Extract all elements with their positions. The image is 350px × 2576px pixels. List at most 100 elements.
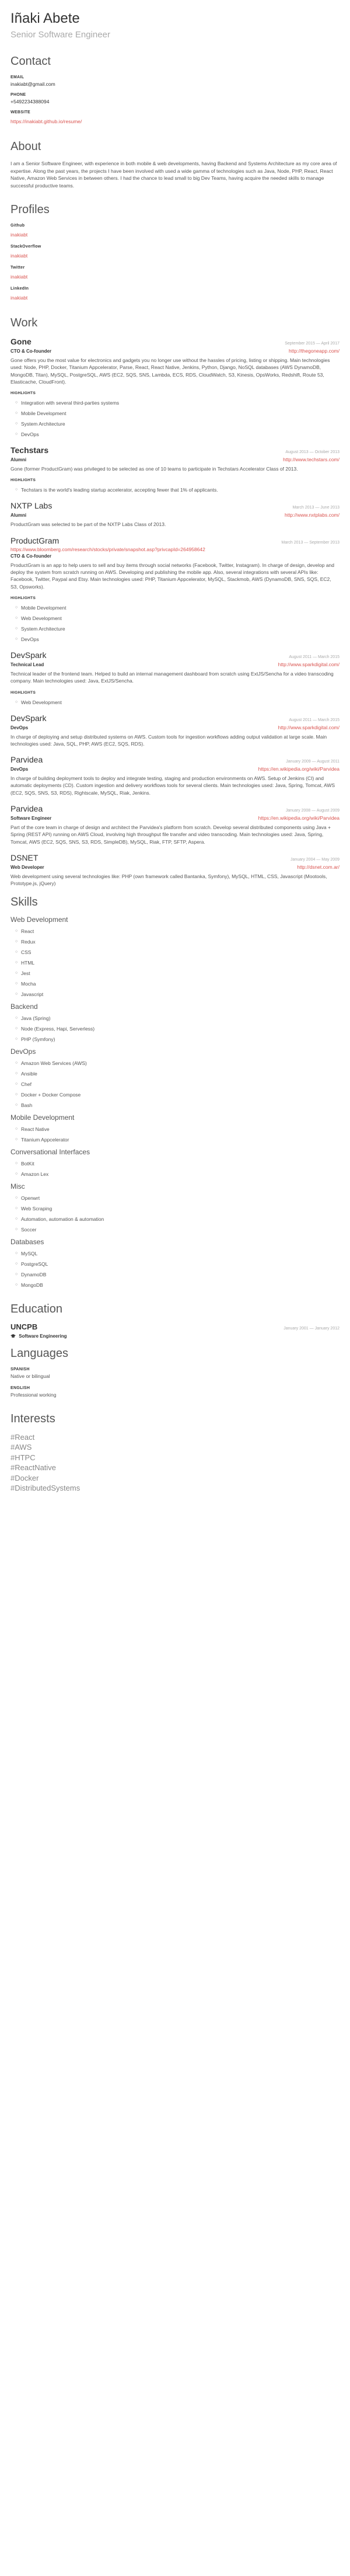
job-url-link[interactable]: https://en.wikipedia.org/wiki/Parvidea xyxy=(258,815,340,821)
language-name: ENGLISH xyxy=(10,1386,30,1390)
job-url-link[interactable]: https://www.bloomberg.com/research/stock… xyxy=(10,546,205,552)
job-url-link[interactable]: http://dsnet.com.ar/ xyxy=(297,864,340,870)
skill-group-name: Databases xyxy=(10,1237,44,1246)
skill-keyword: React Native xyxy=(15,1126,340,1133)
skill-keyword: HTML xyxy=(15,959,340,966)
skill-keyword: Mocha xyxy=(15,980,340,987)
highlight-item: Mobile Development xyxy=(15,604,340,611)
language-item: SPANISH Native or bilingual xyxy=(10,1367,340,1380)
interest-tag: #React xyxy=(10,1432,35,1442)
skill-group-name: DevOps xyxy=(10,1047,36,1056)
skill-keyword: Jest xyxy=(15,970,340,977)
job-position: DevOps xyxy=(10,767,29,772)
highlights-label: HIGHLIGHTS xyxy=(10,391,36,396)
skill-keywords: Openwrt Web Scraping Automation, automat… xyxy=(10,1195,340,1233)
job-url-link[interactable]: https://en.wikipedia.org/wiki/Parvidea xyxy=(258,766,340,772)
job-company: Parvidea xyxy=(10,755,43,765)
job-position: DevOps xyxy=(10,725,29,730)
interests-section: Interests #React #AWS #HTPC #ReactNative… xyxy=(10,1411,340,1494)
skill-group: Misc Openwrt Web Scraping Automation, au… xyxy=(10,1182,340,1233)
skill-keyword: DynamoDB xyxy=(15,1271,340,1278)
job-dates: January 2009 — August 2011 xyxy=(286,760,340,764)
interest-tag: #AWS xyxy=(10,1443,32,1452)
email-label: EMAIL xyxy=(10,75,24,79)
job-company: ProductGram xyxy=(10,535,60,545)
phone-value[interactable]: +5492234388094 xyxy=(10,99,50,105)
skill-keyword: Web Scraping xyxy=(15,1205,340,1212)
highlights-list: Techstars is the world's leading startup… xyxy=(10,486,340,493)
profile-network: Twitter xyxy=(10,266,25,270)
education-section: Education UNCPB January 2001 — January 2… xyxy=(10,1301,340,1339)
job-company: Parvidea xyxy=(10,804,43,814)
job-url-link[interactable]: http://www.techstars.com/ xyxy=(283,457,340,463)
person-name: Iñaki Abete xyxy=(10,11,80,26)
job-summary: ProductGram was selected to be part of t… xyxy=(10,521,166,528)
job-summary: In charge of building deployment tools t… xyxy=(10,775,335,796)
profile-stackoverflow: StackOverflow inakiabt xyxy=(10,244,340,260)
education-entry: UNCPB January 2001 — January 2012 Softwa… xyxy=(10,1322,340,1339)
job-dates: January 2008 — August 2009 xyxy=(285,809,340,813)
skill-keyword: PostgreSQL xyxy=(15,1261,340,1268)
job-position: Alumni xyxy=(10,457,27,463)
job-entry: Parvidea January 2008 — August 2009 Soft… xyxy=(10,803,340,845)
job-summary: Technical leader of the frontend team. H… xyxy=(10,670,334,684)
job-url-link[interactable]: http://www.nxtplabs.com/ xyxy=(284,512,340,518)
job-summary: Web development using several technologi… xyxy=(10,873,327,887)
skill-keyword: Openwrt xyxy=(15,1195,340,1202)
job-dates: March 2013 — June 2013 xyxy=(292,506,340,510)
skill-keywords: MySQL PostgreSQL DynamoDB MongoDB xyxy=(10,1250,340,1289)
highlight-item: System Architecture xyxy=(15,420,340,427)
languages-section: Languages SPANISH Native or bilingual EN… xyxy=(10,1346,340,1398)
highlight-item: Web Development xyxy=(15,615,340,622)
skill-keyword: Chef xyxy=(15,1081,340,1088)
job-dates: August 2011 — March 2015 xyxy=(289,718,340,722)
skill-keyword: Javascript xyxy=(15,991,340,998)
job-company: DevSpark xyxy=(10,650,47,660)
job-url-link[interactable]: http://www.sparkdigital.com/ xyxy=(278,661,340,667)
website-link[interactable]: https://inakiabt.github.io/resume/ xyxy=(10,119,82,124)
skill-group: Conversational Interfaces BotKit Amazon … xyxy=(10,1148,340,1178)
work-heading: Work xyxy=(10,316,38,329)
person-title: Senior Software Engineer xyxy=(10,30,110,40)
profile-username-link[interactable]: inakiabt xyxy=(10,295,28,301)
skill-group: DevOps Amazon Web Services (AWS) Ansible… xyxy=(10,1047,340,1109)
highlights-list: Integration with several third-parties s… xyxy=(10,399,340,438)
skill-keyword: PHP (Symfony) xyxy=(15,1036,340,1043)
skill-keywords: BotKit Amazon Lex xyxy=(10,1160,340,1178)
profile-twitter: Twitter inakiabt xyxy=(10,265,340,281)
language-item: ENGLISH Professional working xyxy=(10,1386,340,1398)
job-url-link[interactable]: http://thegoneapp.com/ xyxy=(289,348,340,354)
skill-keyword: Node (Express, Hapi, Serverless) xyxy=(15,1025,340,1032)
profile-username-link[interactable]: inakiabt xyxy=(10,274,28,280)
skill-group-name: Mobile Development xyxy=(10,1113,75,1122)
highlight-item: Integration with several third-parties s… xyxy=(15,399,340,406)
contact-email: EMAIL inakiabt@gmail.com xyxy=(10,75,340,88)
skill-group-name: Backend xyxy=(10,1002,38,1011)
highlights-label: HIGHLIGHTS xyxy=(10,690,36,695)
job-entry: NXTP Labs March 2013 — June 2013 Alumni … xyxy=(10,500,340,528)
job-position: Alumni xyxy=(10,513,27,518)
profile-github: Github inakiabt xyxy=(10,223,340,239)
skill-keyword: Bash xyxy=(15,1102,340,1109)
profile-username-link[interactable]: inakiabt xyxy=(10,253,28,259)
contact-section: Contact EMAIL inakiabt@gmail.com PHONE +… xyxy=(10,54,340,126)
email-value[interactable]: inakiabt@gmail.com xyxy=(10,81,55,87)
profile-username-link[interactable]: inakiabt xyxy=(10,232,28,238)
highlights-label: HIGHLIGHTS xyxy=(10,596,36,600)
skill-group-name: Web Development xyxy=(10,915,68,924)
interest-tag: #ReactNative xyxy=(10,1463,57,1473)
language-fluency: Native or bilingual xyxy=(10,1373,50,1379)
skill-keyword: Titanium Appcelerator xyxy=(15,1136,340,1143)
skill-group: Web Development React Redux CSS HTML Jes… xyxy=(10,915,340,998)
languages-heading: Languages xyxy=(10,1346,68,1360)
job-company: Techstars xyxy=(10,445,49,455)
skill-keyword: MySQL xyxy=(15,1250,340,1257)
skill-keyword: Docker + Docker Compose xyxy=(15,1091,340,1098)
job-company: NXTP Labs xyxy=(10,501,52,511)
job-entry: ProductGram March 2013 — September 2013 … xyxy=(10,535,340,643)
job-url-link[interactable]: http://www.sparkdigital.com/ xyxy=(278,724,340,730)
skill-keyword: BotKit xyxy=(15,1160,340,1167)
highlight-item: System Architecture xyxy=(15,625,340,632)
job-position: Technical Lead xyxy=(10,662,44,667)
skill-keyword: Ansible xyxy=(15,1070,340,1077)
